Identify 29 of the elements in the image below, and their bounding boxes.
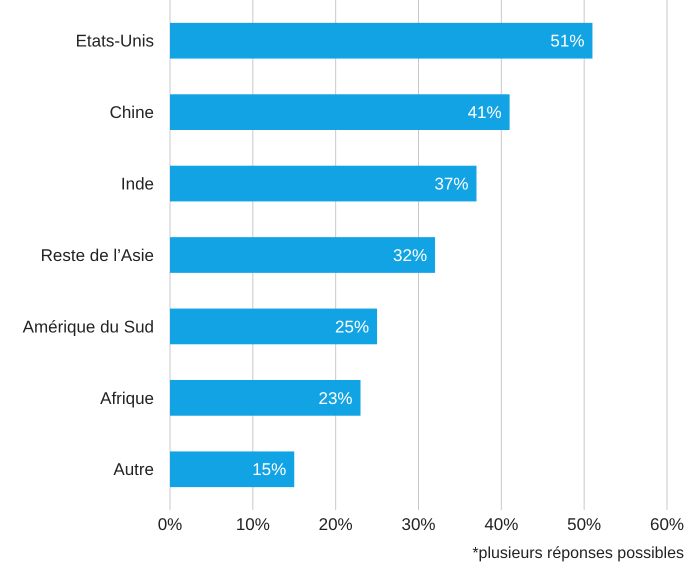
y-tick-label: Chine <box>110 103 154 122</box>
bar <box>170 166 476 202</box>
y-tick-label: Amérique du Sud <box>22 317 154 336</box>
y-tick-label: Autre <box>113 460 154 480</box>
data-label: 15% <box>252 460 286 480</box>
data-label: 23% <box>318 388 353 408</box>
bar <box>170 380 361 416</box>
bar <box>170 451 294 488</box>
x-tick-label: 50% <box>567 515 602 534</box>
x-tick-label: 20% <box>318 515 353 534</box>
y-tick-label: Etats-Unis <box>76 32 154 51</box>
x-tick-label: 30% <box>401 515 436 534</box>
x-tick-label: 0% <box>158 515 182 534</box>
y-tick-label: Reste de l’Asie <box>40 246 154 265</box>
y-tick-label: Inde <box>120 174 154 194</box>
data-label: 51% <box>550 32 584 51</box>
x-tick-label: 40% <box>484 515 518 534</box>
bar <box>170 308 378 344</box>
text: *plusieurs réponses possibles <box>472 545 684 562</box>
y-tick-label: Afrique <box>100 388 154 408</box>
data-label: 32% <box>393 246 428 265</box>
x-tick-label: 10% <box>236 515 270 534</box>
data-label: 37% <box>434 174 468 194</box>
bar <box>170 237 436 273</box>
data-label: 41% <box>468 103 502 122</box>
bar <box>170 94 510 130</box>
data-label: 25% <box>335 317 370 336</box>
x-tick-label: 60% <box>650 515 684 534</box>
bar <box>170 22 592 59</box>
